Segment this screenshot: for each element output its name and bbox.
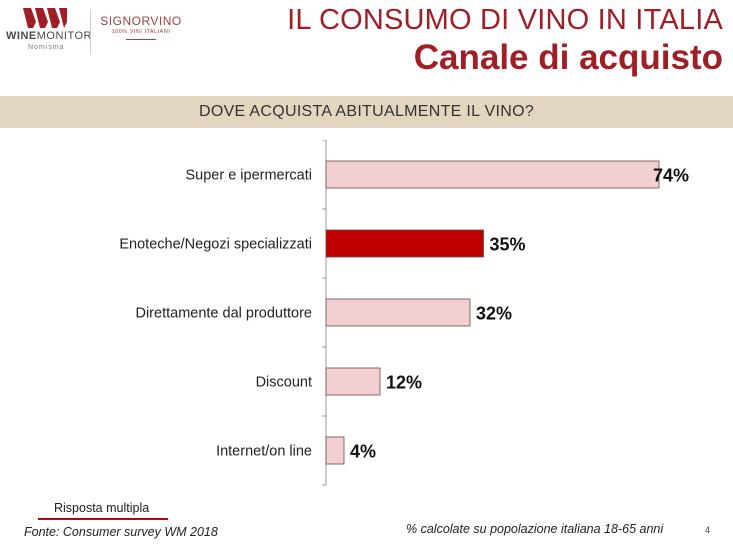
question-band: DOVE ACQUISTA ABITUALMENTE IL VINO? <box>0 96 733 128</box>
value-label: 32% <box>476 304 512 324</box>
value-label: 74% <box>653 166 689 186</box>
signorvino-logo: SIGNORVINO 100% VINI ITALIANI <box>96 14 186 54</box>
category-label: Super e ipermercati <box>185 168 312 184</box>
winemonitor-logo-text: WINEMONITOR <box>6 30 92 42</box>
category-label: Direttamente dal produttore <box>135 306 312 322</box>
category-label: Enoteche/Negozi specializzati <box>119 237 312 253</box>
value-label: 12% <box>386 373 422 393</box>
winemonitor-logo-sub: Nomisma <box>28 44 65 51</box>
winemonitor-logo: WINEMONITOR Nomisma <box>6 8 91 54</box>
signorvino-logo-tag: 100% VINI ITALIANI <box>111 29 171 35</box>
category-label: Discount <box>256 375 312 391</box>
signorvino-logo-rule <box>126 39 156 40</box>
bar <box>325 229 484 258</box>
bar <box>325 436 345 465</box>
page-number: 4 <box>705 525 711 535</box>
value-label: 4% <box>350 442 376 462</box>
calculation-note: % calcolate su popolazione italiana 18-6… <box>406 522 664 536</box>
page-subtitle: Canale di acquisto <box>413 38 723 77</box>
bar <box>325 367 381 396</box>
question-text: DOVE ACQUISTA ABITUALMENTE IL VINO? <box>198 103 535 120</box>
logo-divider <box>90 10 91 54</box>
note-box: Risposta multipla <box>38 500 168 520</box>
bar <box>325 298 471 327</box>
multiple-answer-note: Risposta multipla <box>54 501 150 515</box>
page-title: IL CONSUMO DI VINO IN ITALIA <box>287 4 723 36</box>
signorvino-logo-text: SIGNORVINO <box>100 14 182 28</box>
source-note: Fonte: Consumer survey WM 2018 <box>24 525 218 539</box>
category-label: Internet/on line <box>216 444 312 460</box>
winemonitor-mark-icon <box>23 8 67 28</box>
value-label: 35% <box>490 235 526 255</box>
bar-chart: Super e ipermercati 74% Enoteche/Negozi sp… <box>119 140 689 486</box>
bar <box>325 160 660 189</box>
